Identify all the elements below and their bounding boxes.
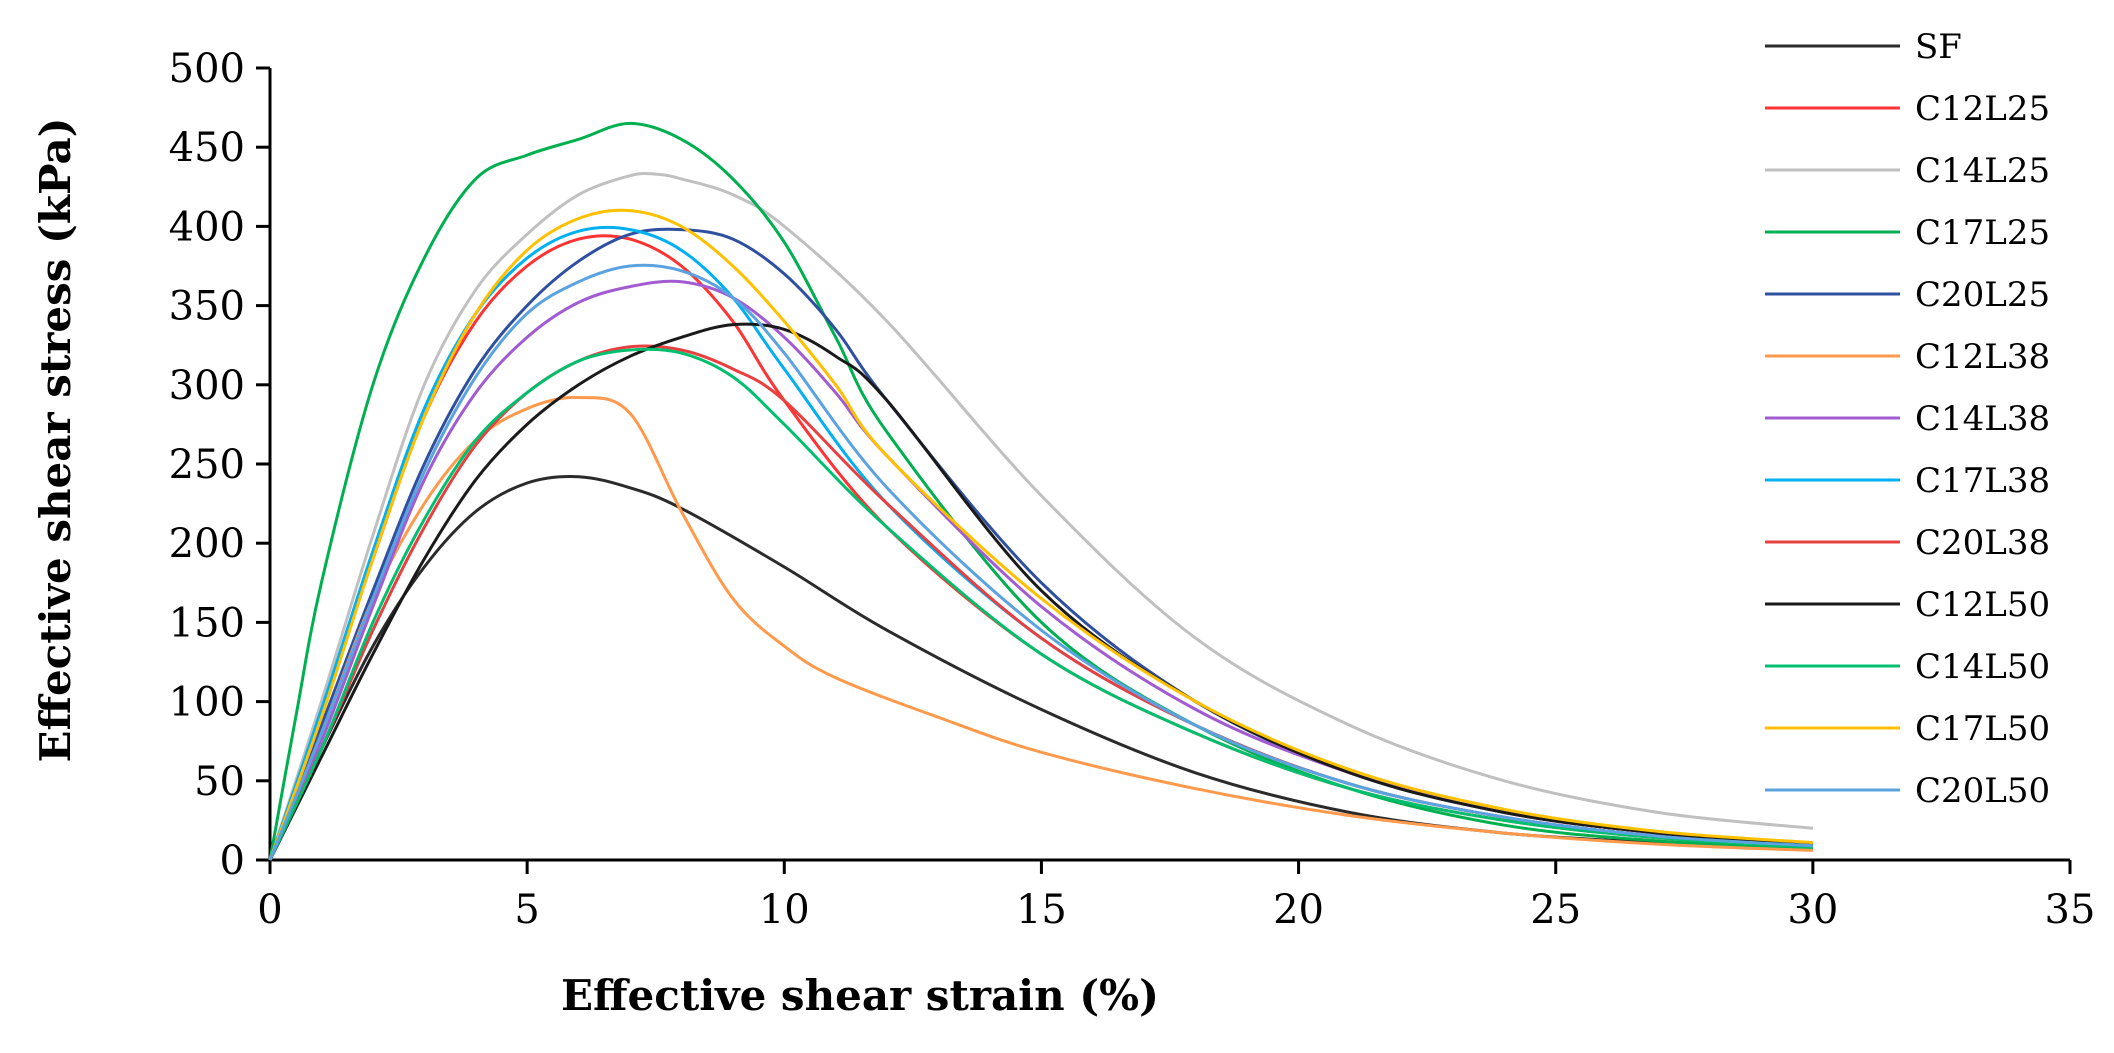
y-tick-label: 450 xyxy=(169,125,245,171)
legend-label-c20l25: C20L25 xyxy=(1915,275,2050,315)
series-line-c14l38 xyxy=(268,279,1814,861)
y-tick-label: 200 xyxy=(169,521,245,567)
plot-lines xyxy=(268,121,1814,861)
series-line-c20l25 xyxy=(268,227,1814,861)
series-line-c12l50 xyxy=(268,322,1814,861)
legend-label-sf: SF xyxy=(1915,27,1962,67)
x-tick-label: 5 xyxy=(514,887,539,933)
legend-label-c12l25: C12L25 xyxy=(1915,89,2050,129)
x-axis-title: Effective shear strain (%) xyxy=(561,971,1159,1020)
x-tick-label: 15 xyxy=(1016,887,1067,933)
series-line-c14l25 xyxy=(268,171,1814,861)
series-line-c14l50 xyxy=(268,347,1813,861)
legend-label-c17l50: C17L50 xyxy=(1915,709,2050,749)
x-tick-label: 35 xyxy=(2045,887,2096,933)
legend-label-c14l50: C14L50 xyxy=(1915,647,2050,687)
x-tick-label: 0 xyxy=(257,887,282,933)
x-tick-label: 10 xyxy=(759,887,810,933)
y-tick-label: 400 xyxy=(169,204,245,250)
legend-label-c17l38: C17L38 xyxy=(1915,461,2050,501)
legend-label-c20l50: C20L50 xyxy=(1915,771,2050,811)
y-tick-label: 50 xyxy=(194,759,245,805)
series-line-c12l38 xyxy=(268,395,1813,861)
legend-label-c20l38: C20L38 xyxy=(1915,523,2050,563)
series-line-c12l25 xyxy=(268,234,1813,861)
x-tick-label: 30 xyxy=(1787,887,1838,933)
legend: SF C12L25 C14L25 C17L25 C20L25 C12L38 C14L38 C1… xyxy=(1765,27,2050,811)
y-tick-label: 150 xyxy=(169,600,245,646)
legend-label-c14l38: C14L38 xyxy=(1915,399,2050,439)
y-tick-label: 250 xyxy=(169,442,245,488)
series-line-c20l38 xyxy=(268,344,1813,861)
y-tick-label: 350 xyxy=(169,284,245,330)
y-axis-title: Effective shear stress (kPa) xyxy=(31,117,80,762)
axes: 0 50 100 150 200 250 300 350 400 450 500 0 5 10 15 20 25… xyxy=(169,46,2096,933)
y-tick-label: 100 xyxy=(169,680,245,726)
legend-label-c17l25: C17L25 xyxy=(1915,213,2050,253)
legend-label-c12l38: C12L38 xyxy=(1915,337,2050,377)
legend-label-c14l25: C14L25 xyxy=(1915,151,2050,191)
y-tick-label: 500 xyxy=(169,46,245,92)
x-tick-label: 20 xyxy=(1273,887,1324,933)
x-tick-label: 25 xyxy=(1530,887,1581,933)
series-line-sf xyxy=(268,475,1813,861)
series-line-c17l50 xyxy=(268,208,1814,861)
y-tick-label: 300 xyxy=(169,363,245,409)
series-line-c17l38 xyxy=(268,225,1813,861)
legend-label-c12l50: C12L50 xyxy=(1915,585,2050,625)
series-line-c20l50 xyxy=(268,263,1813,861)
series-line-c17l25 xyxy=(268,121,1813,861)
y-tick-label: 0 xyxy=(220,838,245,884)
